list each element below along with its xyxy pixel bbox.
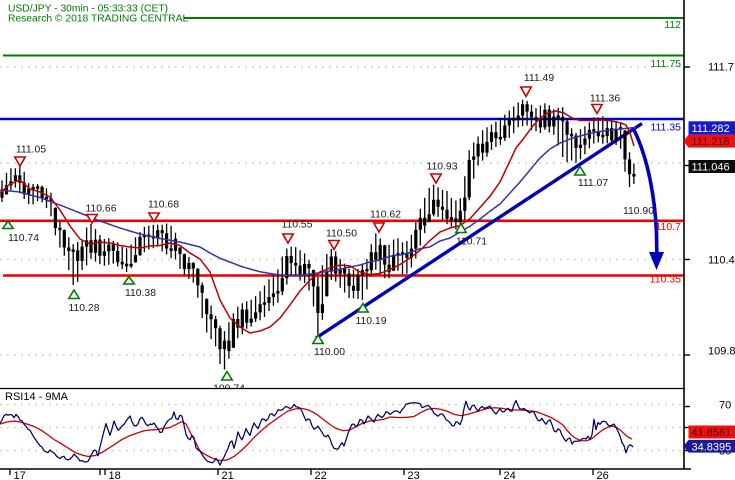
svg-text:111.282: 111.282 (692, 123, 730, 135)
svg-text:41.8561: 41.8561 (692, 427, 732, 439)
svg-text:110.55: 110.55 (281, 220, 312, 231)
svg-text:111.49: 111.49 (524, 73, 554, 84)
svg-text:110.35: 110.35 (650, 274, 681, 286)
svg-text:110.68: 110.68 (148, 200, 179, 211)
svg-text:111.75: 111.75 (650, 58, 681, 70)
svg-text:110.19: 110.19 (355, 316, 386, 327)
svg-text:24: 24 (504, 470, 516, 480)
svg-text:110.38: 110.38 (125, 288, 156, 299)
svg-text:110.66: 110.66 (85, 204, 116, 215)
svg-text:111.218: 111.218 (692, 136, 730, 148)
svg-text:110.7: 110.7 (656, 221, 682, 233)
svg-text:17: 17 (14, 470, 26, 480)
svg-text:111.05: 111.05 (16, 145, 46, 156)
svg-text:70: 70 (719, 400, 731, 412)
svg-text:110.93: 110.93 (426, 162, 457, 173)
svg-text:RSI14 - 9MA: RSI14 - 9MA (5, 391, 69, 403)
svg-text:111.35: 111.35 (650, 122, 681, 134)
svg-text:110.74: 110.74 (8, 233, 39, 244)
svg-text:21: 21 (222, 470, 234, 480)
svg-text:110.00: 110.00 (314, 347, 345, 358)
svg-text:34.8395: 34.8395 (692, 442, 732, 454)
svg-text:18: 18 (109, 470, 121, 480)
svg-text:111.07: 111.07 (578, 178, 608, 189)
svg-text:110.71: 110.71 (456, 237, 487, 248)
svg-text:110.28: 110.28 (68, 303, 99, 314)
svg-text:110.50: 110.50 (326, 229, 357, 240)
svg-text:111.046: 111.046 (692, 162, 730, 174)
svg-text:110.4: 110.4 (708, 255, 735, 267)
svg-text:23: 23 (408, 470, 420, 480)
svg-text:110.90: 110.90 (623, 206, 654, 217)
svg-text:111.7: 111.7 (708, 62, 734, 74)
svg-text:USD/JPY - 30min - 05:33:33 (CE: USD/JPY - 30min - 05:33:33 (CET) (8, 4, 168, 15)
svg-text:Research © 2018 TRADING CENTRA: Research © 2018 TRADING CENTRAL (8, 14, 188, 25)
svg-text:109.8: 109.8 (708, 346, 735, 358)
svg-text:111.36: 111.36 (590, 94, 620, 105)
svg-text:22: 22 (315, 470, 327, 480)
svg-text:26: 26 (597, 470, 609, 480)
svg-text:112: 112 (664, 19, 681, 31)
svg-text:110.62: 110.62 (370, 210, 401, 221)
